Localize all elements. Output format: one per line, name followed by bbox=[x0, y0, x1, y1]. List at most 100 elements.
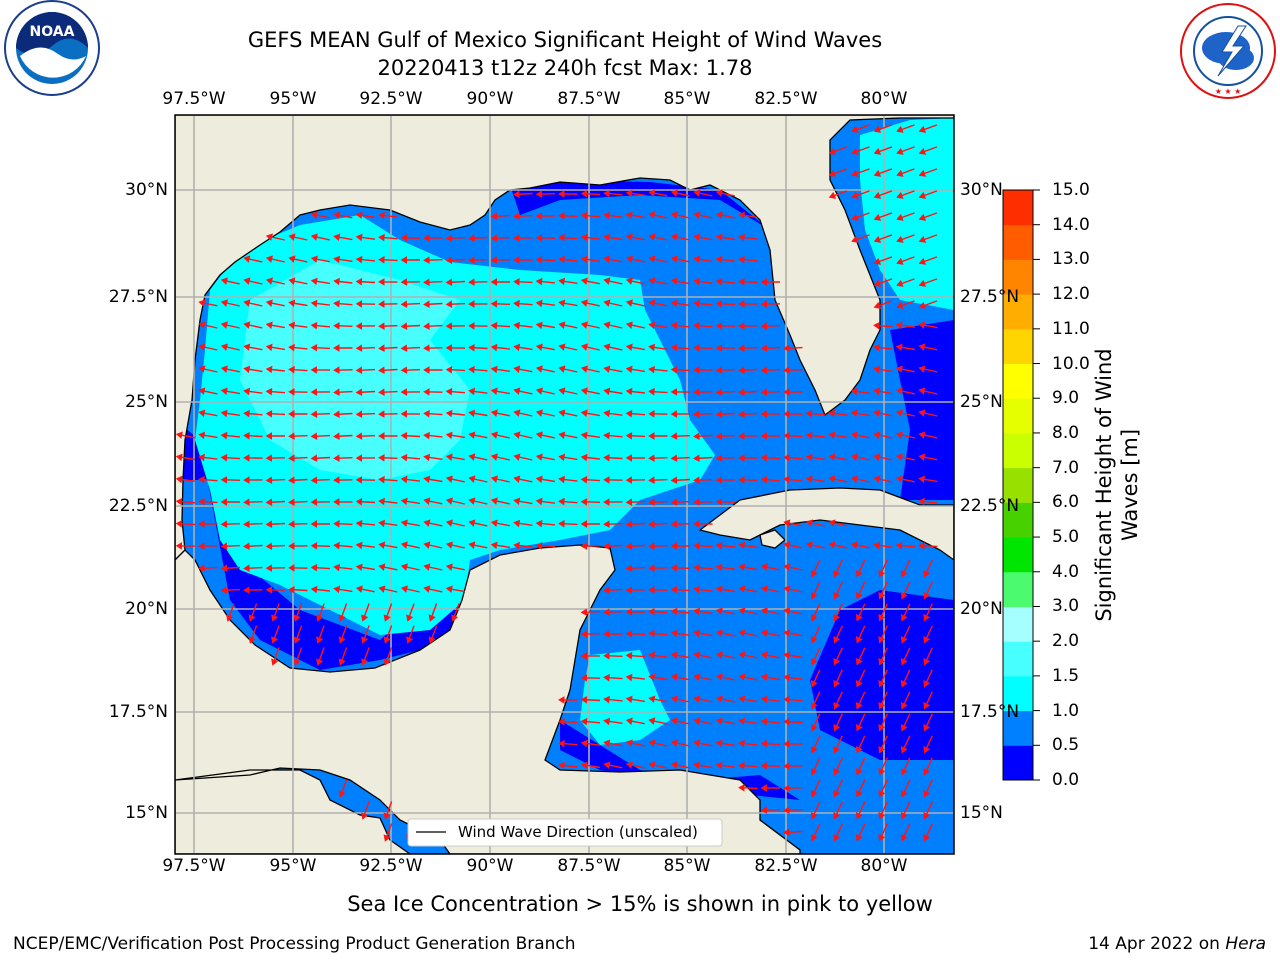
wave-direction-arrowhead bbox=[738, 366, 745, 374]
wave-direction-arrowhead bbox=[833, 812, 841, 820]
wave-direction-arrowhead bbox=[333, 255, 341, 264]
wave-direction-arrowhead bbox=[833, 702, 841, 710]
wave-direction-arrowhead bbox=[338, 636, 346, 644]
wave-direction-arrowhead bbox=[310, 255, 318, 263]
wave-direction-arrowhead bbox=[715, 322, 723, 330]
wave-direction-arrowhead bbox=[490, 431, 498, 439]
wave-direction-arrowhead bbox=[918, 541, 925, 550]
wave-direction-arrowhead bbox=[288, 299, 296, 308]
wave-direction-arrowhead bbox=[693, 255, 701, 264]
lat-label-right: 27.5°N bbox=[960, 287, 1020, 307]
wave-direction-arrowhead bbox=[423, 431, 430, 440]
wave-direction-arrowhead bbox=[271, 636, 279, 644]
colorbar-tick-label: 9.0 bbox=[1052, 388, 1080, 409]
wave-direction-arrowhead bbox=[333, 498, 340, 506]
wave-direction-arrowhead bbox=[603, 277, 611, 285]
wave-direction-arrowhead bbox=[760, 344, 768, 352]
wave-direction-arrowhead bbox=[783, 388, 790, 396]
wave-direction-arrowhead bbox=[355, 519, 363, 528]
wave-direction-arrowhead bbox=[288, 277, 296, 285]
wave-direction-arrowhead bbox=[918, 431, 926, 439]
wave-direction-arrowhead bbox=[603, 652, 610, 660]
lon-label-top: 90°W bbox=[466, 89, 514, 109]
wave-direction-arrowhead bbox=[535, 321, 543, 330]
wave-direction-arrowhead bbox=[625, 608, 632, 616]
wave-direction-arrowhead bbox=[715, 498, 723, 506]
wave-direction-arrowhead bbox=[175, 475, 183, 484]
wave-direction-arrowhead bbox=[783, 475, 791, 484]
colorbar-tick-label: 13.0 bbox=[1052, 249, 1090, 270]
wave-direction-arrowhead bbox=[625, 321, 633, 329]
wave-direction-arrowhead bbox=[378, 366, 385, 374]
wave-direction-arrowhead bbox=[738, 344, 745, 353]
wave-direction-arrowhead bbox=[220, 321, 228, 329]
colorbar-segment bbox=[1003, 537, 1033, 573]
wave-direction-arrowhead bbox=[603, 630, 610, 638]
wave-direction-arrowhead bbox=[738, 410, 745, 419]
wave-direction-arrowhead bbox=[490, 300, 498, 308]
wave-direction-arrowhead bbox=[220, 476, 228, 484]
wave-direction-arrowhead bbox=[580, 233, 588, 242]
wave-direction-arrowhead bbox=[310, 299, 318, 308]
wave-direction-arrowhead bbox=[580, 520, 587, 528]
wave-band-0-0p5 bbox=[810, 590, 954, 760]
wave-direction-arrowhead bbox=[625, 629, 633, 638]
wave-direction-arrowhead bbox=[878, 812, 886, 820]
wave-direction-arrowhead bbox=[558, 365, 566, 373]
wave-direction-arrowhead bbox=[378, 211, 385, 220]
wave-direction-arrowhead bbox=[535, 475, 543, 484]
wave-direction-arrowhead bbox=[900, 702, 908, 710]
wave-direction-arrowhead bbox=[310, 233, 318, 241]
wave-direction-arrowhead bbox=[580, 255, 588, 264]
wave-direction-arrowhead bbox=[833, 768, 841, 776]
wave-direction-arrowhead bbox=[828, 169, 837, 177]
wave-direction-arrowhead bbox=[558, 475, 565, 484]
wave-direction-arrowhead bbox=[243, 564, 250, 573]
wave-direction-arrowhead bbox=[580, 717, 588, 726]
wave-direction-arrowhead bbox=[900, 724, 908, 732]
wave-direction-arrowhead bbox=[918, 279, 927, 287]
wave-direction-arrowhead bbox=[490, 212, 498, 220]
wave-direction-arrowhead bbox=[423, 344, 430, 352]
wave-direction-arrowhead bbox=[900, 790, 908, 798]
wave-direction-arrowhead bbox=[468, 322, 475, 330]
colorbar-segment bbox=[1003, 571, 1033, 607]
wave-direction-arrowhead bbox=[833, 790, 841, 798]
wave-direction-arrowhead bbox=[648, 520, 655, 529]
wave-direction-arrowhead bbox=[918, 257, 927, 265]
wave-direction-arrowhead bbox=[648, 432, 655, 440]
wave-direction-arrowhead bbox=[243, 498, 250, 506]
wave-direction-arrowhead bbox=[445, 365, 453, 374]
wave-direction-arrowhead bbox=[715, 541, 723, 550]
colorbar-segment bbox=[1003, 710, 1033, 746]
colorbar-tick-label: 7.0 bbox=[1052, 457, 1080, 478]
wave-direction-arrowhead bbox=[625, 343, 633, 352]
wave-direction-arrowhead bbox=[400, 585, 408, 593]
wave-direction-arrowhead bbox=[400, 234, 408, 242]
lon-label-bottom: 80°W bbox=[860, 856, 908, 876]
wave-direction-arrowhead bbox=[715, 344, 722, 352]
wave-direction-arrowhead bbox=[513, 234, 520, 242]
wave-direction-arrowhead bbox=[855, 570, 863, 578]
wave-direction-arrowhead bbox=[625, 365, 633, 374]
wave-direction-arrowhead bbox=[400, 519, 408, 527]
wave-direction-arrowhead bbox=[423, 453, 431, 462]
wave-direction-arrowhead bbox=[850, 453, 858, 461]
wave-direction-arrowhead bbox=[648, 629, 655, 638]
wave-direction-arrowhead bbox=[400, 563, 408, 571]
wave-direction-arrowhead bbox=[648, 476, 655, 485]
wave-direction-arrowhead bbox=[333, 388, 340, 397]
wave-band-0-0p5 bbox=[890, 320, 954, 500]
wave-direction-arrowhead bbox=[873, 431, 881, 439]
wave-direction-arrowhead bbox=[293, 614, 301, 622]
wave-direction-arrowhead bbox=[738, 322, 745, 330]
wave-direction-arrowhead bbox=[490, 497, 498, 505]
wave-direction-arrowhead bbox=[423, 585, 431, 593]
wave-direction-arrowhead bbox=[535, 542, 543, 550]
date-stamp: 14 Apr 2022 on Hera bbox=[1088, 934, 1266, 954]
wave-direction-arrowhead bbox=[445, 322, 453, 330]
wave-direction-arrowhead bbox=[580, 542, 588, 550]
wave-direction-arrowhead bbox=[310, 454, 318, 462]
wave-direction-arrowhead bbox=[670, 410, 678, 418]
wave-direction-arrowhead bbox=[265, 432, 272, 440]
